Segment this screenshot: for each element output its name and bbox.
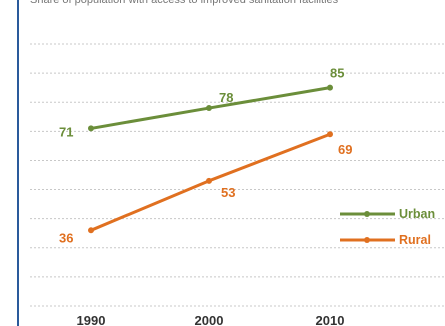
left-accent-bar xyxy=(17,0,19,326)
rural-legend-marker xyxy=(364,237,370,243)
rural-value-label-1990: 36 xyxy=(59,230,73,245)
rural-point-1990 xyxy=(88,227,94,234)
rural-legend-label: Rural xyxy=(399,233,431,247)
urban-point-1990 xyxy=(88,125,94,132)
urban-value-label-2010: 85 xyxy=(330,66,344,81)
rural-point-2000 xyxy=(206,177,212,184)
urban-value-label-2000: 78 xyxy=(219,90,233,105)
urban-point-2000 xyxy=(206,105,212,112)
x-tick-label-2010: 2010 xyxy=(316,313,345,326)
x-tick-label-1990: 1990 xyxy=(77,313,106,326)
urban-point-2010 xyxy=(327,84,333,91)
rural-point-2010 xyxy=(327,131,333,138)
urban-value-label-1990: 71 xyxy=(59,124,73,139)
urban-legend-marker xyxy=(364,211,370,217)
rural-value-label-2000: 53 xyxy=(221,185,235,200)
rural-value-label-2010: 69 xyxy=(338,142,352,157)
urban-legend-label: Urban xyxy=(399,207,435,221)
x-tick-label-2000: 2000 xyxy=(195,313,224,326)
chart-caption: Share of population with access to impro… xyxy=(30,0,339,6)
